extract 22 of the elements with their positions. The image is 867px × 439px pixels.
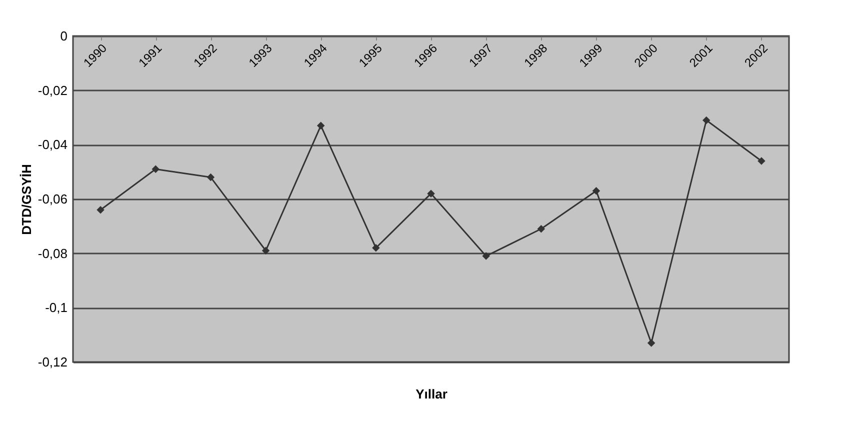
point <box>592 186 600 195</box>
point <box>372 244 380 252</box>
point <box>427 190 435 198</box>
y-tick-label: -0,04 <box>38 137 68 152</box>
y-tick-label: 0 <box>60 28 68 44</box>
point <box>702 116 710 124</box>
y-tick-label: -0,06 <box>38 192 68 206</box>
y-tick-label: -0,08 <box>38 246 68 261</box>
x-axis-title: Yıllar <box>416 386 448 402</box>
y-tick-label: -0,12 <box>38 354 68 370</box>
y-axis-title: DTD/GSYİH <box>18 164 34 235</box>
point <box>316 122 325 130</box>
point <box>647 339 656 347</box>
y-tick-label: -0,1 <box>45 300 68 316</box>
point <box>537 225 546 233</box>
point <box>262 246 270 254</box>
point <box>206 173 215 182</box>
point <box>758 157 766 165</box>
point <box>482 252 490 260</box>
point <box>96 206 104 214</box>
y-tick-label: -0,02 <box>38 82 68 98</box>
point <box>152 165 160 173</box>
